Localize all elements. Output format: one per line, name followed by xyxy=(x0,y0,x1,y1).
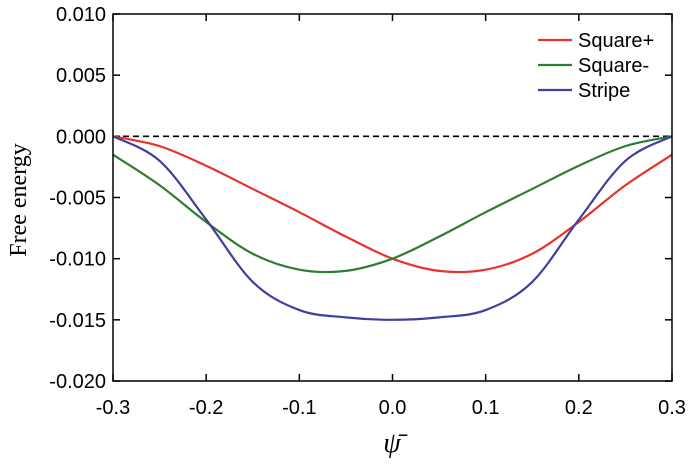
x-tick-label: 0.1 xyxy=(472,397,500,419)
legend-label-square-minus: Square- xyxy=(578,55,649,77)
x-tick-label: 0.2 xyxy=(565,397,593,419)
series-line-square-plus xyxy=(112,135,673,274)
y-tick-label: 0.000 xyxy=(56,126,106,148)
plot-frame xyxy=(112,13,673,382)
legend-label-square-plus: Square+ xyxy=(578,30,654,52)
x-tick-label: 0.3 xyxy=(658,397,686,419)
y-tick-label: -0.010 xyxy=(49,249,106,271)
x-tick-label: 0.0 xyxy=(379,397,407,419)
legend: Square+ Square- Stripe xyxy=(538,30,654,102)
y-tick-label: -0.005 xyxy=(49,188,106,210)
series-layer xyxy=(112,135,673,321)
series-line-square-minus xyxy=(112,135,673,274)
y-tick-label: 0.010 xyxy=(56,4,106,26)
y-axis-label: Free energy xyxy=(6,143,32,257)
y-tick-label: -0.015 xyxy=(49,310,106,332)
x-tick-label: -0.3 xyxy=(96,397,130,419)
x-axis: -0.3 -0.2 -0.1 0.0 0.1 0.2 0.3 xyxy=(96,14,686,419)
y-tick-label: 0.005 xyxy=(56,65,106,87)
x-tick-label: -0.1 xyxy=(282,397,316,419)
x-axis-label: ψ̄ xyxy=(383,428,407,459)
y-tick-label: -0.020 xyxy=(49,371,106,393)
x-tick-label: -0.2 xyxy=(189,397,223,419)
series-line-stripe xyxy=(112,135,673,321)
legend-label-stripe: Stripe xyxy=(578,80,630,102)
